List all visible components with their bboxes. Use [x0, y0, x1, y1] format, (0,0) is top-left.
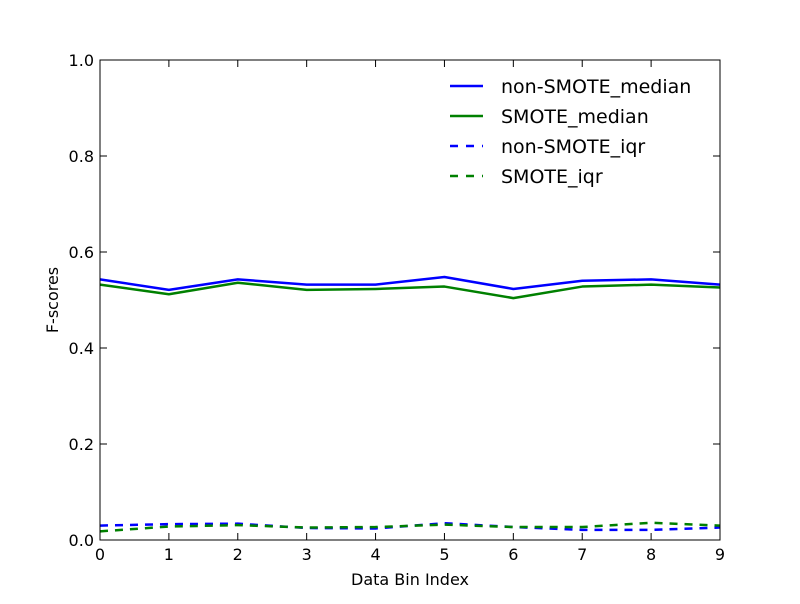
series-line-smote-iqr [99, 521, 721, 533]
y-axis-label: F-scores [43, 267, 62, 333]
x-axis-label: Data Bin Index [351, 570, 469, 589]
x-tick-label: 2 [233, 545, 243, 564]
y-tick-label: 0.8 [69, 147, 94, 166]
legend-label: SMOTE_median [501, 106, 649, 128]
x-tick-label: 3 [302, 545, 312, 564]
x-tick-label: 4 [370, 545, 380, 564]
y-tick-label: 1.0 [69, 51, 94, 70]
x-tick-label: 1 [164, 545, 174, 564]
legend-label: non-SMOTE_median [501, 76, 691, 98]
x-tick-label: 7 [577, 545, 587, 564]
series-line-non-smote-iqr [99, 521, 721, 532]
x-tick-label: 9 [715, 545, 725, 564]
y-tick-label: 0.6 [69, 243, 94, 262]
y-tick-label: 0.2 [69, 435, 94, 454]
legend-label: SMOTE_iqr [501, 166, 603, 188]
x-tick-label: 6 [508, 545, 518, 564]
series-layer [99, 275, 721, 533]
y-tick-label: 0.0 [69, 531, 94, 550]
ticks-layer: 0 1 2 3 4 5 6 7 8 9 0.0 0.2 0.4 0.6 0.8 1.0 [69, 51, 726, 564]
plot-frame [99, 59, 721, 541]
y-tick-label: 0.4 [69, 339, 94, 358]
x-tick-label: 5 [439, 545, 449, 564]
legend-label: non-SMOTE_iqr [501, 136, 645, 158]
x-tick-label: 8 [646, 545, 656, 564]
legend: non-SMOTE_median SMOTE_median non-SMOTE_iq… [450, 76, 691, 188]
x-tick-label: 0 [95, 545, 105, 564]
series-line-non-smote-median [99, 275, 721, 292]
plot-area [100, 60, 720, 540]
series-line-smote-median [99, 281, 721, 300]
